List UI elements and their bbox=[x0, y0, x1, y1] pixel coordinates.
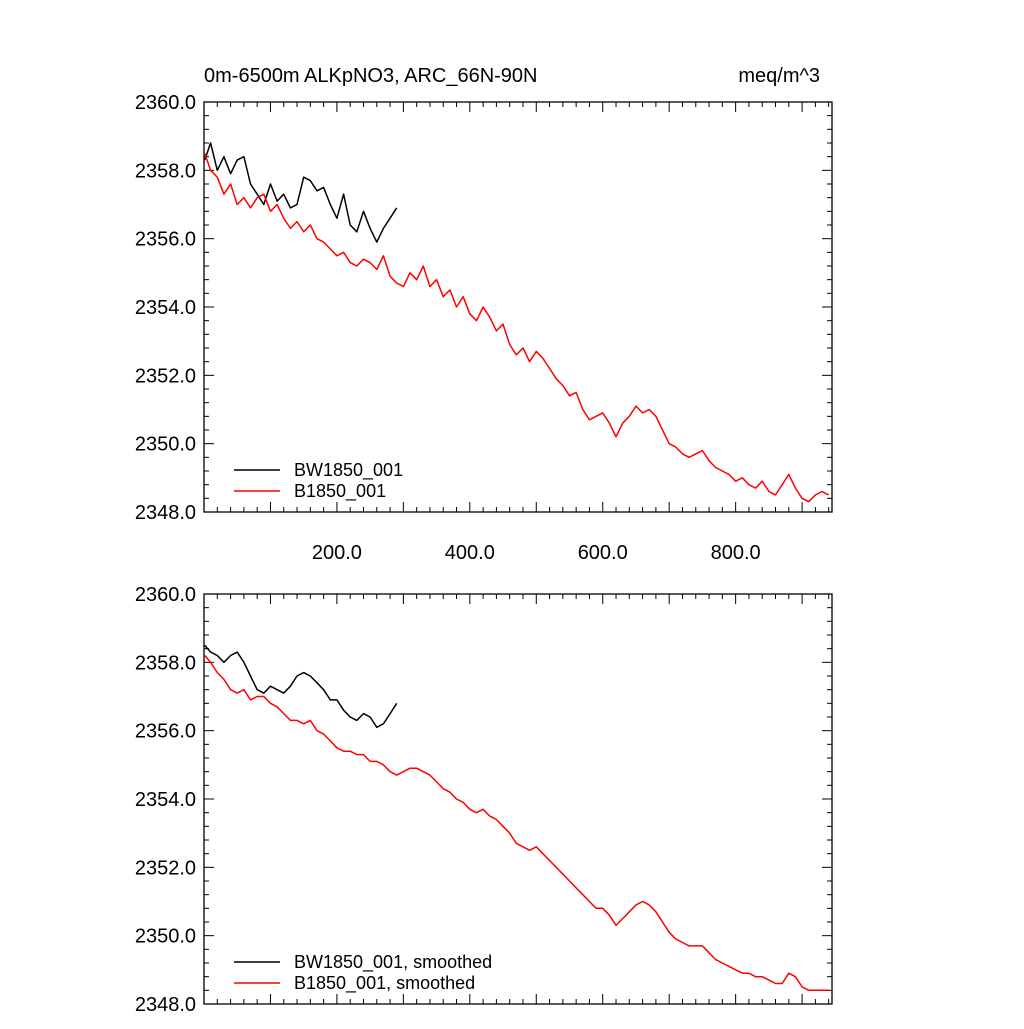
legend: BW1850_001 B1850_001 bbox=[234, 460, 403, 502]
y-tick-label: 2350.0 bbox=[135, 434, 196, 456]
series-lines bbox=[203, 142, 830, 503]
series-lines bbox=[204, 644, 829, 992]
x-tick-label: 200.0 bbox=[312, 542, 362, 564]
plot-frame bbox=[203, 101, 833, 513]
series-line-bw1850 bbox=[204, 644, 398, 729]
y-tick-label: 2356.0 bbox=[135, 721, 196, 743]
x-tick-label: 800.0 bbox=[711, 542, 761, 564]
plot-frame bbox=[203, 593, 833, 1005]
y-tick-label: 2354.0 bbox=[135, 297, 196, 319]
bottom-panel: 2348.0 2350.0 2352.0 2354.0 2356.0 2358.0 2360… bbox=[135, 584, 833, 1016]
legend-label-b1850-smoothed: B1850_001, smoothed bbox=[294, 973, 475, 994]
y-tick-label: 2348.0 bbox=[135, 502, 196, 524]
y-tick-label: 2348.0 bbox=[135, 994, 196, 1016]
chart-title: 0m-6500m ALKpNO3, ARC_66N-90N bbox=[204, 65, 538, 87]
series-line-bw1850 bbox=[203, 142, 398, 243]
legend-label-bw1850: BW1850_001 bbox=[294, 460, 403, 481]
y-tick-label: 2352.0 bbox=[135, 365, 196, 387]
legend-label-bw1850-smoothed: BW1850_001, smoothed bbox=[294, 952, 492, 973]
series-line-b1850 bbox=[203, 153, 830, 503]
axis-ticks: 2348.0 2350.0 2352.0 2354.0 2356.0 2358.0 2360… bbox=[135, 584, 832, 1016]
legend: BW1850_001, smoothed B1850_001, smoothed bbox=[234, 952, 492, 994]
y-tick-label: 2358.0 bbox=[135, 652, 196, 674]
y-tick-label: 2360.0 bbox=[135, 584, 196, 606]
y-tick-label: 2356.0 bbox=[135, 229, 196, 251]
y-tick-label: 2352.0 bbox=[135, 857, 196, 879]
series-line-b1850 bbox=[204, 655, 829, 992]
top-panel: 0m-6500m ALKpNO3, ARC_66N-90N meq/m^3 23… bbox=[135, 65, 833, 564]
legend-label-b1850: B1850_001 bbox=[294, 481, 386, 502]
y-tick-label: 2358.0 bbox=[135, 160, 196, 182]
axis-ticks: 2348.0 2350.0 2352.0 2354.0 2356.0 2358.0 2360… bbox=[135, 92, 832, 564]
y-tick-label: 2350.0 bbox=[135, 926, 196, 948]
units-label: meq/m^3 bbox=[738, 65, 820, 87]
y-tick-label: 2354.0 bbox=[135, 789, 196, 811]
y-tick-label: 2360.0 bbox=[135, 92, 196, 114]
x-tick-label: 600.0 bbox=[578, 542, 628, 564]
x-tick-label: 400.0 bbox=[445, 542, 495, 564]
